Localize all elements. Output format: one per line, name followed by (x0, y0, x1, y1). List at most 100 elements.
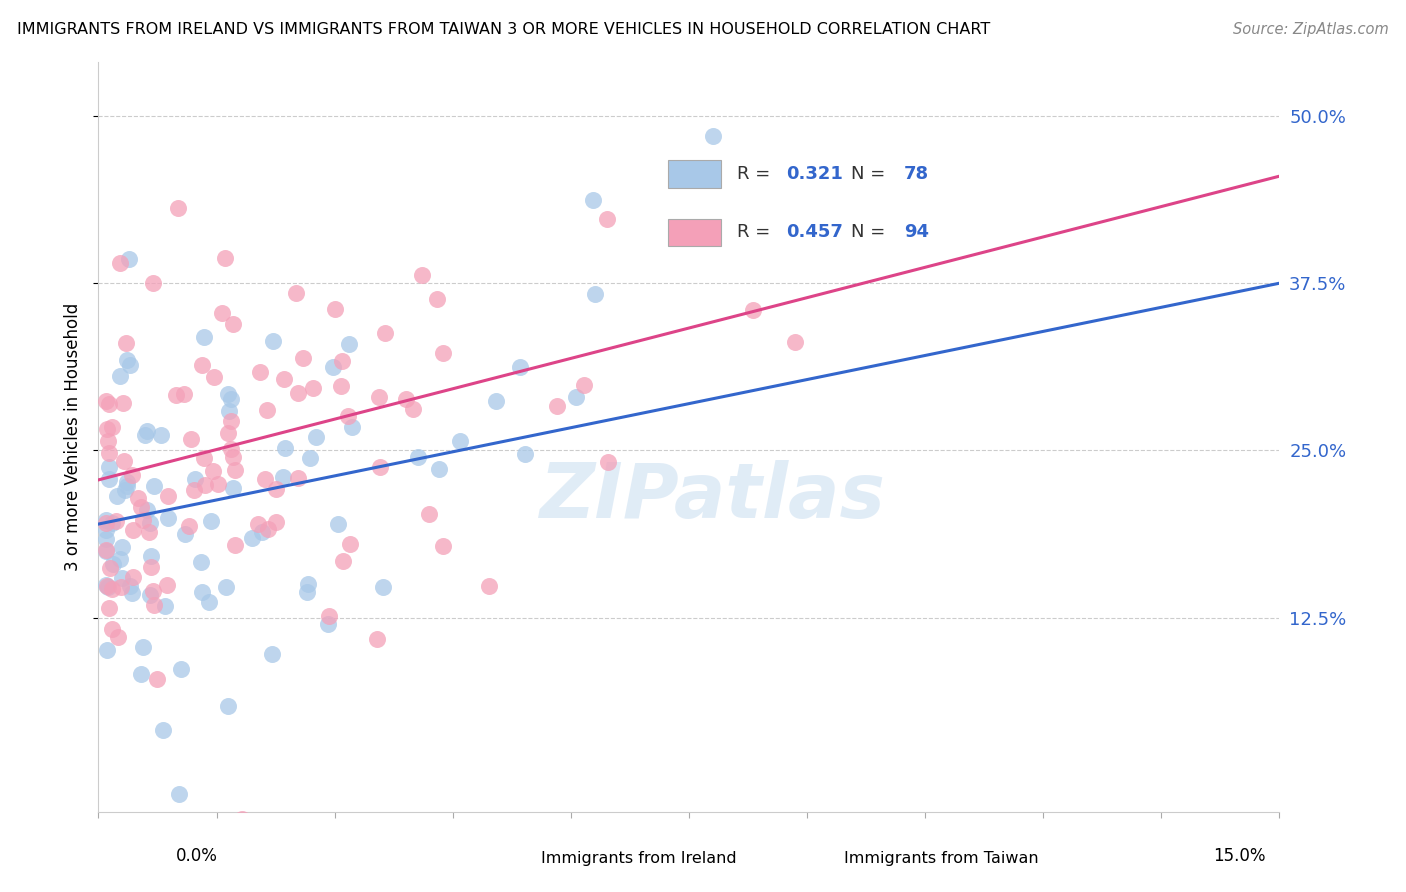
Point (139, 588, 162, 602)
Point (221, 481, 243, 495)
Point (101, 558, 124, 572)
Point (783, 334, 806, 349)
Text: 0.457: 0.457 (786, 223, 842, 241)
Point (96, 642, 118, 657)
Text: 15.0%: 15.0% (1213, 847, 1265, 865)
Point (96, 422, 118, 436)
Text: N =: N = (852, 223, 891, 241)
Point (339, 537, 361, 551)
Text: 94: 94 (904, 223, 928, 241)
Point (366, 632, 388, 647)
Point (262, 334, 284, 348)
Point (153, 599, 176, 613)
Point (152, 723, 174, 737)
Point (449, 434, 471, 448)
Point (98, 600, 121, 615)
Point (165, 388, 187, 402)
Point (97, 396, 120, 410)
Point (332, 554, 354, 568)
Point (374, 326, 396, 340)
Point (111, 396, 134, 410)
Point (219, 414, 242, 428)
Point (240, 531, 263, 545)
Point (101, 622, 124, 636)
Text: Immigrants from Taiwan: Immigrants from Taiwan (844, 851, 1038, 865)
Point (143, 479, 166, 493)
Point (411, 268, 433, 282)
Point (565, 390, 588, 404)
Point (264, 482, 287, 496)
Point (129, 667, 152, 681)
Point (98, 459, 121, 474)
Point (249, 365, 271, 379)
Point (118, 252, 141, 267)
Point (193, 329, 215, 343)
Point (274, 441, 297, 455)
Point (136, 503, 159, 517)
Text: IMMIGRANTS FROM IRELAND VS IMMIGRANTS FROM TAIWAN 3 OR MORE VEHICLES IN HOUSEHOL: IMMIGRANTS FROM IRELAND VS IMMIGRANTS FR… (17, 22, 990, 37)
Point (156, 578, 179, 592)
Point (201, 464, 224, 478)
Text: Source: ZipAtlas.com: Source: ZipAtlas.com (1233, 22, 1389, 37)
Point (98, 560, 121, 574)
Point (509, 359, 531, 374)
Point (115, 352, 138, 367)
Point (146, 672, 169, 686)
Point (190, 555, 212, 569)
Point (214, 580, 236, 594)
Point (200, 514, 222, 528)
Text: 0.0%: 0.0% (176, 847, 218, 865)
Point (118, 359, 141, 373)
Point (207, 477, 229, 491)
Point (117, 475, 139, 489)
Point (231, 812, 253, 826)
Point (139, 560, 162, 574)
Point (96, 578, 118, 592)
Point (96, 523, 118, 537)
Point (149, 428, 172, 442)
Point (224, 539, 246, 553)
Point (427, 462, 450, 476)
Point (166, 201, 188, 215)
Point (595, 212, 617, 227)
Point (142, 276, 165, 290)
Point (177, 519, 200, 533)
Point (256, 403, 278, 417)
Point (217, 386, 239, 401)
Point (418, 507, 440, 521)
Point (115, 479, 138, 493)
Point (132, 513, 155, 527)
Point (297, 585, 319, 599)
Point (546, 399, 568, 413)
Point (322, 359, 344, 374)
Point (211, 306, 233, 320)
Point (143, 599, 166, 613)
Point (105, 514, 128, 528)
Point (224, 463, 246, 477)
Point (194, 478, 217, 492)
Point (139, 516, 162, 531)
Point (110, 580, 132, 594)
Point (264, 515, 287, 529)
Text: R =: R = (737, 165, 776, 183)
Point (173, 526, 195, 541)
Point (257, 522, 280, 536)
Point (129, 500, 152, 514)
Point (107, 630, 129, 644)
Point (169, 662, 191, 676)
Point (96, 513, 118, 527)
Text: R =: R = (737, 223, 776, 241)
Point (337, 337, 360, 351)
Point (157, 511, 180, 525)
Point (426, 292, 449, 306)
Point (513, 447, 536, 461)
Point (97, 434, 120, 449)
Point (253, 472, 276, 486)
Point (191, 358, 214, 372)
Point (108, 369, 131, 384)
Point (193, 450, 215, 465)
Point (323, 302, 346, 317)
Point (298, 451, 321, 466)
Point (373, 580, 395, 594)
Point (250, 525, 273, 540)
